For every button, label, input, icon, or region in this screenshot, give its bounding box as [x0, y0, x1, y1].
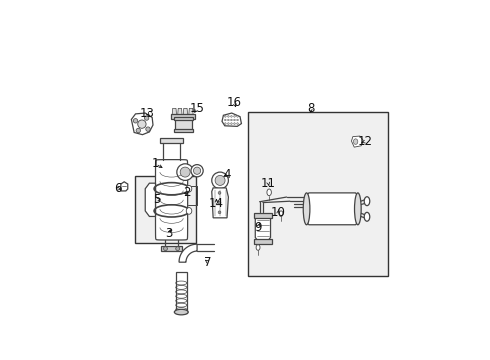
- Bar: [173, 129, 194, 132]
- Polygon shape: [189, 108, 193, 115]
- Ellipse shape: [180, 167, 190, 177]
- Text: 9: 9: [254, 221, 262, 234]
- Ellipse shape: [138, 120, 146, 128]
- Text: 3: 3: [166, 226, 173, 240]
- Polygon shape: [212, 188, 228, 218]
- Text: 15: 15: [190, 102, 204, 115]
- Ellipse shape: [145, 116, 149, 120]
- Ellipse shape: [146, 127, 150, 131]
- Text: 16: 16: [227, 96, 242, 109]
- Ellipse shape: [237, 123, 238, 125]
- Text: 5: 5: [153, 193, 160, 206]
- Text: 7: 7: [204, 256, 212, 269]
- Ellipse shape: [353, 139, 358, 144]
- Ellipse shape: [215, 175, 225, 185]
- Polygon shape: [131, 113, 153, 135]
- Ellipse shape: [231, 116, 232, 117]
- Text: 10: 10: [271, 206, 286, 219]
- Ellipse shape: [186, 185, 192, 192]
- Ellipse shape: [194, 167, 201, 174]
- Polygon shape: [178, 108, 182, 115]
- Ellipse shape: [237, 119, 238, 121]
- Ellipse shape: [267, 189, 271, 196]
- Ellipse shape: [231, 123, 232, 125]
- Polygon shape: [183, 108, 188, 115]
- Polygon shape: [222, 113, 242, 126]
- Polygon shape: [172, 108, 176, 115]
- Text: 12: 12: [357, 135, 372, 148]
- Ellipse shape: [234, 123, 235, 125]
- Text: 4: 4: [224, 168, 231, 181]
- Bar: [172, 114, 195, 119]
- Ellipse shape: [227, 123, 229, 125]
- Ellipse shape: [174, 309, 188, 315]
- Ellipse shape: [234, 116, 235, 117]
- Ellipse shape: [231, 119, 232, 121]
- Ellipse shape: [227, 116, 229, 117]
- Ellipse shape: [364, 212, 370, 221]
- Polygon shape: [255, 215, 270, 242]
- Polygon shape: [121, 182, 128, 191]
- Ellipse shape: [303, 193, 310, 225]
- Ellipse shape: [212, 172, 228, 189]
- Polygon shape: [179, 244, 197, 262]
- Text: 14: 14: [209, 198, 224, 211]
- Ellipse shape: [256, 245, 260, 250]
- Ellipse shape: [218, 211, 221, 214]
- Text: 6: 6: [114, 182, 121, 195]
- Ellipse shape: [355, 193, 361, 225]
- Bar: [254, 213, 272, 218]
- Polygon shape: [175, 118, 192, 131]
- Ellipse shape: [218, 192, 221, 194]
- Polygon shape: [155, 159, 188, 240]
- Ellipse shape: [237, 116, 238, 117]
- Ellipse shape: [364, 197, 370, 206]
- Ellipse shape: [224, 116, 226, 117]
- Bar: [248, 112, 389, 276]
- Text: 1: 1: [152, 157, 159, 170]
- Bar: [135, 176, 196, 243]
- Polygon shape: [145, 183, 155, 216]
- Ellipse shape: [218, 201, 221, 204]
- Ellipse shape: [227, 119, 229, 121]
- Polygon shape: [305, 193, 359, 225]
- Ellipse shape: [224, 119, 226, 121]
- Ellipse shape: [136, 128, 141, 133]
- Bar: [161, 246, 182, 251]
- Ellipse shape: [234, 119, 235, 121]
- Bar: [173, 117, 194, 120]
- Bar: [160, 138, 183, 143]
- Ellipse shape: [191, 165, 203, 177]
- Bar: [254, 239, 272, 244]
- Text: 11: 11: [261, 177, 276, 190]
- Ellipse shape: [133, 118, 138, 123]
- Ellipse shape: [186, 208, 192, 214]
- Text: 8: 8: [307, 102, 315, 115]
- Ellipse shape: [177, 164, 194, 180]
- Bar: [176, 272, 187, 314]
- Ellipse shape: [279, 211, 283, 216]
- Ellipse shape: [164, 247, 168, 251]
- Ellipse shape: [224, 123, 226, 125]
- Text: 2: 2: [183, 186, 191, 199]
- Text: 13: 13: [140, 107, 155, 120]
- Polygon shape: [351, 136, 363, 147]
- Ellipse shape: [176, 247, 180, 251]
